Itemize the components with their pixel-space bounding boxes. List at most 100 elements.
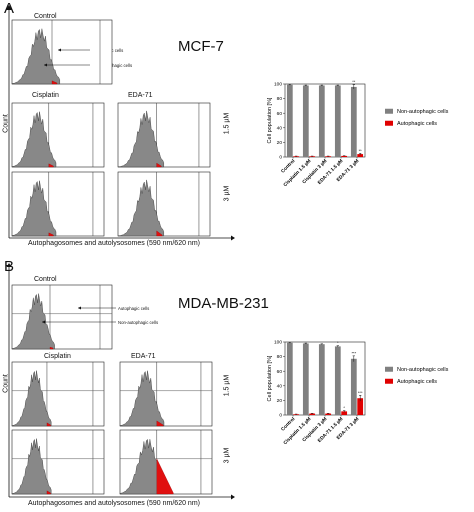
significance-marker: *** bbox=[358, 390, 363, 395]
significance-marker: * bbox=[343, 405, 345, 410]
y-tick-label: 100 bbox=[274, 82, 282, 88]
bar-non-autophagic bbox=[302, 343, 309, 415]
histogram-red-tail bbox=[46, 490, 51, 495]
bar-non-autophagic bbox=[350, 358, 357, 415]
histogram-gray-fill bbox=[11, 438, 52, 495]
legend-swatch bbox=[385, 366, 393, 372]
y-tick-label: 20 bbox=[277, 140, 283, 146]
arrowhead-icon bbox=[78, 306, 81, 310]
y-tick-label: 100 bbox=[274, 340, 282, 346]
bar-autophagic bbox=[357, 154, 364, 157]
legend-label: Non-autophagic cells bbox=[397, 109, 449, 115]
cell-line-title-b: MDA-MB-231 bbox=[178, 295, 269, 312]
legend-label: Non-autophagic cells bbox=[397, 367, 449, 373]
y-tick-label: 0 bbox=[279, 413, 282, 419]
cell-line-title-a: MCF-7 bbox=[178, 38, 224, 55]
bar-chart-plot: 0 20 40 60 80 100 Cell population [%] ControlCi… bbox=[267, 340, 449, 447]
control-label-a: Control bbox=[34, 13, 57, 20]
histogram-plot bbox=[117, 102, 211, 168]
bar-non-autophagic bbox=[318, 85, 325, 157]
histogram-plot bbox=[11, 284, 113, 350]
significance-marker: ** bbox=[359, 148, 363, 153]
histogram-plot bbox=[119, 429, 213, 495]
y-tick-label: 80 bbox=[277, 96, 283, 102]
arrowhead-icon bbox=[58, 48, 61, 52]
y-axis-label: Cell population [%] bbox=[267, 97, 273, 143]
annotation-autophagic-b: Autophagic cells bbox=[118, 306, 150, 311]
arrowhead-icon bbox=[6, 5, 12, 9]
y-axis-label: Cell population [%] bbox=[267, 355, 273, 401]
xaxis-label-a: Autophagosomes and autolysosomes (590 nm… bbox=[28, 240, 200, 247]
control-label-b: Control bbox=[34, 276, 57, 283]
histogram-gray-fill bbox=[11, 180, 57, 237]
bar-autophagic bbox=[293, 156, 300, 157]
x-tick-label: Cisplatin 1.5 µM bbox=[282, 416, 312, 446]
y-tick-label: 60 bbox=[277, 369, 283, 375]
treatment-label-eda71-a: EDA-71 bbox=[128, 92, 153, 99]
histogram-plot bbox=[11, 429, 105, 495]
arrowhead-icon bbox=[231, 494, 235, 500]
histogram-gray-fill bbox=[11, 28, 60, 85]
histogram-plot bbox=[11, 19, 113, 85]
bar-non-autophagic bbox=[286, 342, 293, 415]
histogram-red-tail bbox=[51, 80, 58, 85]
bar-autophagic bbox=[357, 398, 364, 415]
x-tick-label: Control bbox=[280, 416, 296, 432]
bar-non-autophagic bbox=[334, 85, 341, 157]
bar-non-autophagic bbox=[350, 86, 357, 157]
histogram-gray-fill bbox=[117, 110, 164, 168]
xaxis-label-b: Autophagosomes and autolysosomes (590 nm… bbox=[28, 500, 200, 507]
bar-autophagic bbox=[325, 413, 332, 415]
histogram-gray-fill bbox=[117, 179, 164, 237]
bar-non-autophagic bbox=[286, 84, 293, 157]
significance-marker: ** bbox=[352, 79, 356, 84]
treatment-label-eda71-b: EDA-71 bbox=[131, 353, 156, 360]
treatment-label-cisplatin-b: Cisplatin bbox=[44, 353, 71, 360]
bar-autophagic bbox=[341, 411, 348, 415]
histogram-plot bbox=[11, 171, 105, 237]
y-tick-label: 0 bbox=[279, 155, 282, 161]
histogram-red-tail bbox=[48, 163, 54, 168]
bar-autophagic bbox=[341, 155, 348, 157]
y-tick-label: 20 bbox=[277, 398, 283, 404]
bar-autophagic bbox=[309, 413, 316, 415]
histogram-red-tail bbox=[156, 162, 162, 168]
annotation-nonautophagic-b: Non-autophagic cells bbox=[118, 320, 159, 325]
histogram-red-tail bbox=[156, 230, 163, 237]
histogram-red-tail bbox=[49, 346, 54, 350]
legend-swatch bbox=[385, 108, 393, 114]
y-tick-label: 80 bbox=[277, 354, 283, 360]
histogram-gray-fill bbox=[11, 370, 52, 427]
bar-non-autophagic bbox=[334, 346, 341, 415]
y-tick-label: 40 bbox=[277, 383, 283, 389]
histogram-red-tail bbox=[46, 422, 51, 427]
arrowhead-icon bbox=[231, 235, 235, 241]
significance-marker: *** bbox=[351, 350, 356, 355]
histogram-plot bbox=[117, 171, 211, 237]
bar-autophagic bbox=[325, 156, 332, 157]
histogram-plot bbox=[11, 102, 105, 168]
bar-autophagic bbox=[309, 156, 316, 157]
bar-non-autophagic bbox=[318, 344, 325, 415]
bar-autophagic bbox=[293, 414, 300, 415]
histogram-red-tail bbox=[48, 232, 54, 237]
histogram-gray-fill bbox=[11, 111, 57, 168]
significance-marker: * bbox=[337, 340, 339, 345]
histogram-red-tail bbox=[156, 458, 174, 495]
y-tick-label: 40 bbox=[277, 125, 283, 131]
histogram-gray-fill bbox=[11, 293, 55, 350]
bar-non-autophagic bbox=[302, 85, 309, 157]
legend-swatch bbox=[385, 378, 393, 384]
arrowhead-icon bbox=[6, 263, 12, 267]
legend-label: Autophagic cells bbox=[397, 121, 437, 127]
histogram-red-tail bbox=[156, 420, 164, 427]
arrowhead-icon bbox=[44, 63, 47, 67]
histogram-plot bbox=[11, 361, 105, 427]
treatment-label-cisplatin-a: Cisplatin bbox=[32, 92, 59, 99]
legend-label: Autophagic cells bbox=[397, 379, 437, 385]
histogram-gray-fill bbox=[119, 370, 165, 427]
arrowhead-icon bbox=[42, 320, 45, 324]
